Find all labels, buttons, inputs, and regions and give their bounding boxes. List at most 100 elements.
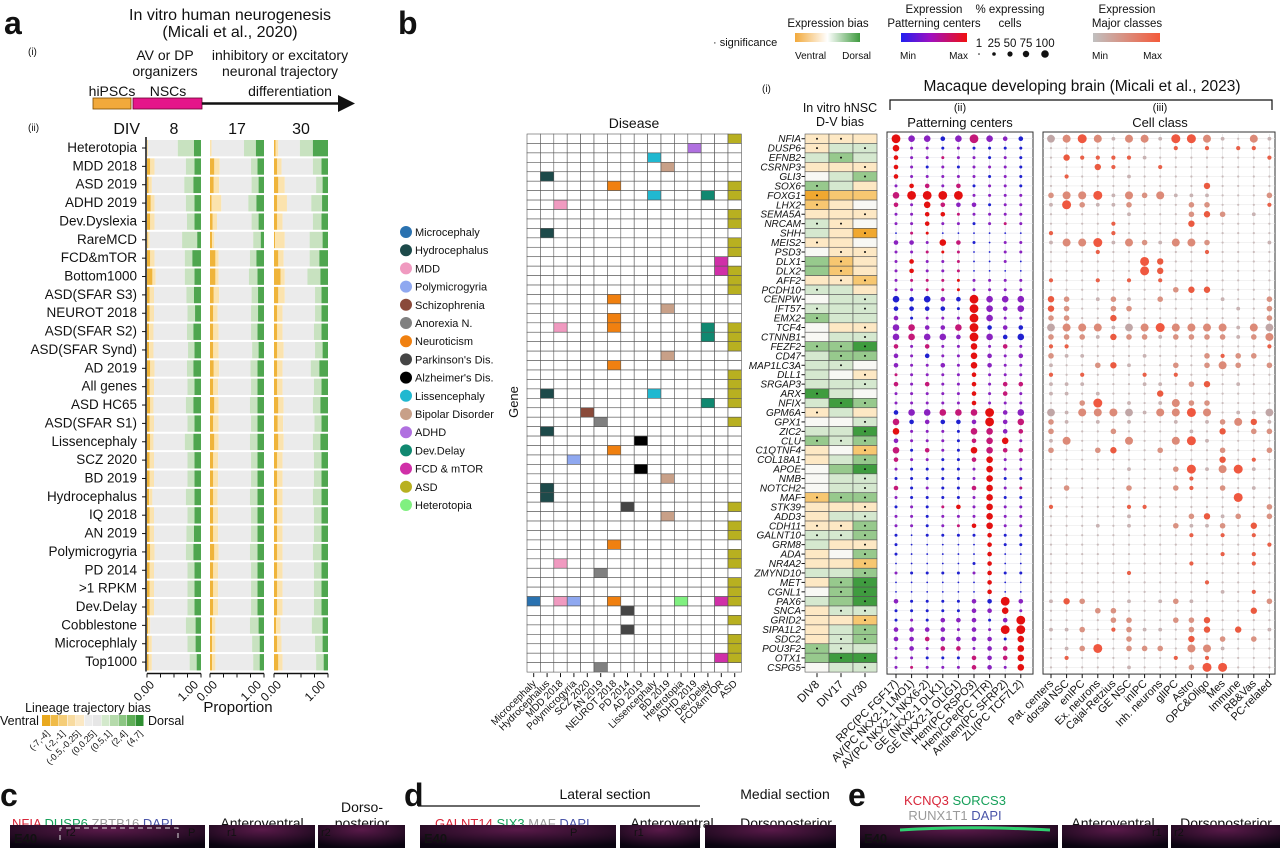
disease-cell [620,454,635,465]
cc-dot [1064,353,1069,358]
disease-cell [660,652,675,663]
disease-cell [607,501,622,512]
disease-cell [633,322,648,333]
bar-segment [148,635,152,653]
pc-dot [910,250,914,254]
bar-segment [277,323,283,340]
cc-dot [1158,599,1163,604]
bar-segment [185,488,195,506]
pc-dot [1016,615,1026,625]
pc-dot [893,344,899,349]
pc-dot [941,467,945,471]
bar-segment [274,140,276,157]
cc-dot [1188,400,1195,406]
disease-cell [620,624,635,635]
disease-cell [607,284,622,295]
disease-cell [620,482,635,494]
pc-dot [956,533,960,537]
cc-dot [1049,486,1053,490]
bar-segment [193,525,201,542]
disease-cell [714,171,729,182]
cc-dot [1159,250,1162,254]
disease-cell [674,180,689,191]
bar-segment [149,378,155,396]
disease-cell [580,511,595,522]
pc-dot [957,562,960,565]
disease-cell [526,577,541,588]
disease-cell [674,473,689,484]
disease-legend-swatch [400,317,412,329]
cc-dot [1221,156,1224,159]
cc-dot [1096,515,1099,518]
lineage-legend-bin-label: (4,7] [125,728,145,748]
disease-header: Disease [609,115,660,131]
cc-dot [1159,581,1162,584]
category-label: ADHD 2019 [65,195,137,210]
disease-cell [553,454,568,465]
bar-segment [153,341,189,359]
bar-segment [257,507,264,524]
nsc-stage-box [132,97,203,110]
cc-dot [1081,175,1084,178]
disease-cell [674,454,689,465]
cc-dot [1237,666,1240,669]
disease-cell [727,624,742,635]
bar-segment [251,580,258,597]
disease-cell [714,341,729,352]
disease-cell [727,360,742,371]
cc-dot [1221,222,1224,225]
cc-dot [1188,664,1195,671]
disease-cell [674,426,689,437]
disease-cell [727,246,742,258]
pc-dot [972,646,976,650]
cc-dot [1204,353,1210,359]
bar-segment [155,268,185,285]
pc-dot [956,259,960,263]
cc-dot [1158,278,1163,283]
disease-cell [553,171,568,182]
disease-cell [526,322,541,333]
category-label: SCZ 2020 [76,452,137,467]
bar-segment [253,654,260,671]
disease-cell [553,624,568,635]
disease-cell [526,256,541,267]
cc-dot [1266,362,1273,369]
disease-cell [660,256,675,267]
significance-dot [864,373,866,376]
panel-b-subpanel-iii: (iii) [1153,102,1168,114]
cc-dot [1188,211,1195,218]
cc-dot [1112,590,1115,593]
pc-dot [1017,654,1025,662]
disease-cell [687,133,702,144]
bar-segment [210,599,214,616]
disease-cell [714,322,729,333]
disease-cell [593,265,608,276]
pc-legend-min: Min [900,51,916,62]
disease-cell [540,152,555,163]
cc-dot [1081,609,1084,612]
age-label: E40 [864,831,887,846]
disease-cell [593,369,608,380]
bar-segment [277,213,283,230]
disease-cell [660,549,675,560]
cc-dot [1143,600,1146,603]
pc-dot [972,212,976,216]
pc-dot [910,278,914,282]
disease-cell [714,615,729,626]
disease-cell [607,171,622,182]
cc-dot [1158,627,1163,632]
gene-axis-title: Gene [506,386,521,418]
disease-cell [566,379,581,390]
pc-dot [987,542,992,547]
pc-dot [894,373,898,377]
pc-dot [972,174,976,178]
pc-dot [1004,581,1007,584]
cc-dot [1048,447,1054,454]
significance-dot [864,232,866,235]
bar-segment [251,470,258,487]
bar-segment [257,378,264,396]
disease-cell [580,492,595,503]
cc-dot [1268,571,1271,575]
disease-cell [540,265,555,276]
mc-legend-gradient [1093,33,1160,42]
